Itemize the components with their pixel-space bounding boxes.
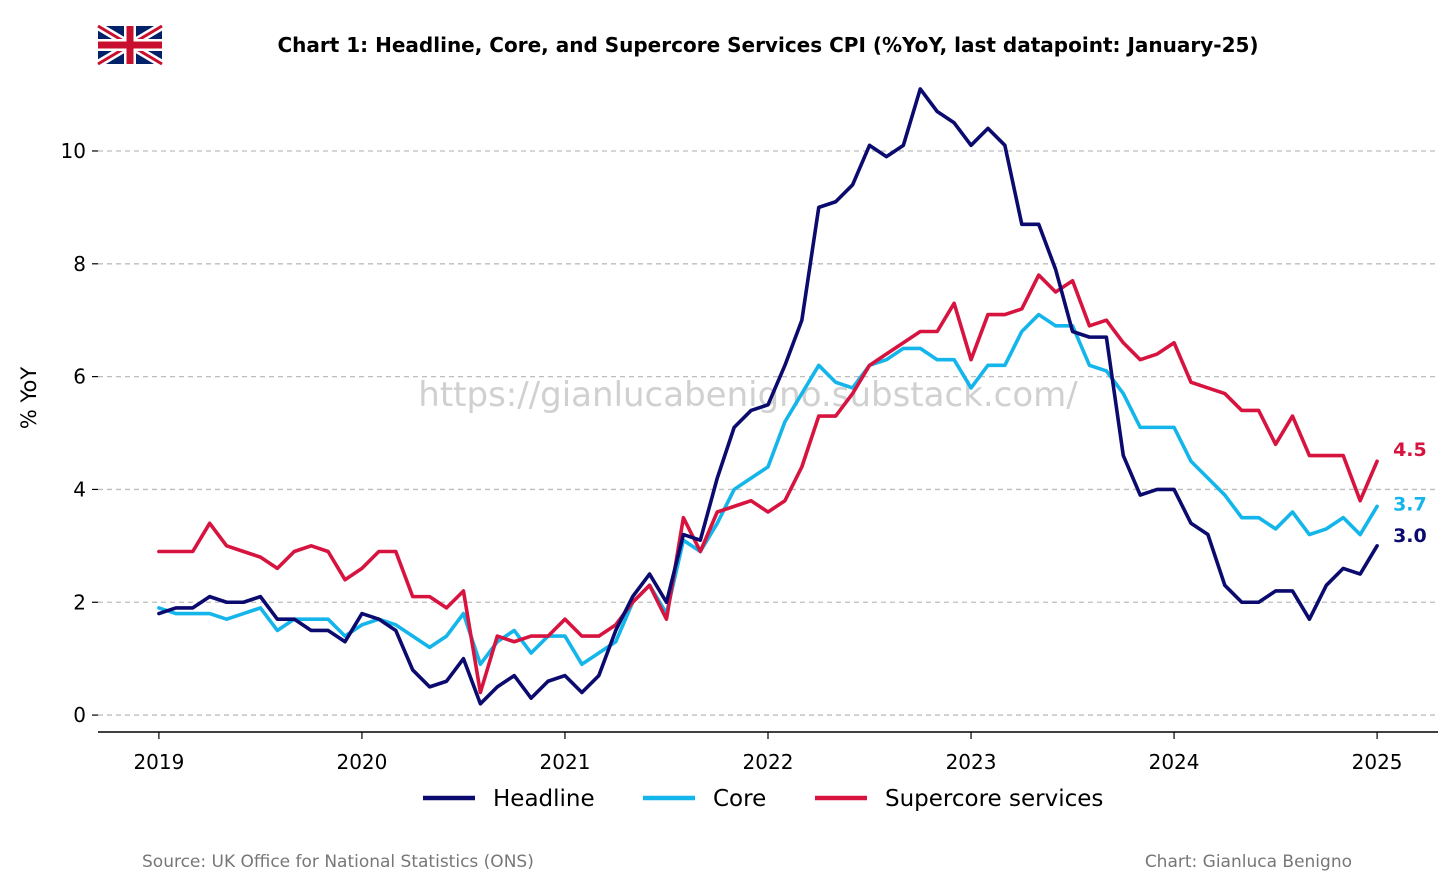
end-label-headline: 3.0 — [1393, 525, 1427, 547]
y-tick-label: 10 — [61, 139, 86, 163]
end-labels: 3.0 3.7 4.5 — [1393, 439, 1427, 547]
x-tick-label: 2020 — [336, 750, 387, 774]
uk-flag-icon — [95, 22, 165, 68]
end-label-supercore-services: 4.5 — [1393, 439, 1427, 461]
watermark: https://gianlucabenigno.substack.com/ — [418, 375, 1078, 415]
source-note: Source: UK Office for National Statistic… — [142, 852, 534, 872]
y-tick-label: 8 — [73, 252, 86, 276]
y-tick-label: 6 — [73, 365, 86, 389]
legend-label: Supercore services — [885, 786, 1103, 812]
legend: Headline Core Supercore services — [423, 786, 1103, 812]
x-tick-label: 2019 — [133, 750, 184, 774]
y-tick-label: 2 — [73, 590, 86, 614]
series-line-core — [157, 312, 1379, 667]
y-tick-label: 0 — [73, 703, 86, 727]
legend-label: Headline — [493, 786, 595, 812]
x-tick-label: 2023 — [946, 750, 997, 774]
series-line-headline — [157, 87, 1379, 706]
x-tick-label: 2022 — [743, 750, 794, 774]
chart-title: Chart 1: Headline, Core, and Supercore S… — [277, 33, 1258, 57]
legend-label: Core — [713, 786, 766, 812]
x-tick-label: 2025 — [1352, 750, 1403, 774]
end-label-core: 3.7 — [1393, 493, 1427, 515]
y-axis-label: % YoY — [17, 367, 41, 430]
grid — [98, 150, 1438, 716]
series-lines — [157, 87, 1379, 706]
x-tick-label: 2024 — [1149, 750, 1200, 774]
chart-credit: Chart: Gianluca Benigno — [1145, 852, 1352, 872]
series-line-supercore-services — [157, 273, 1379, 695]
y-tick-label: 4 — [73, 477, 86, 501]
x-tick-label: 2021 — [540, 750, 591, 774]
axes: 0 2 4 6 8 10 2019 2020 2021 2022 2023 2024 2025 — [61, 139, 1438, 774]
